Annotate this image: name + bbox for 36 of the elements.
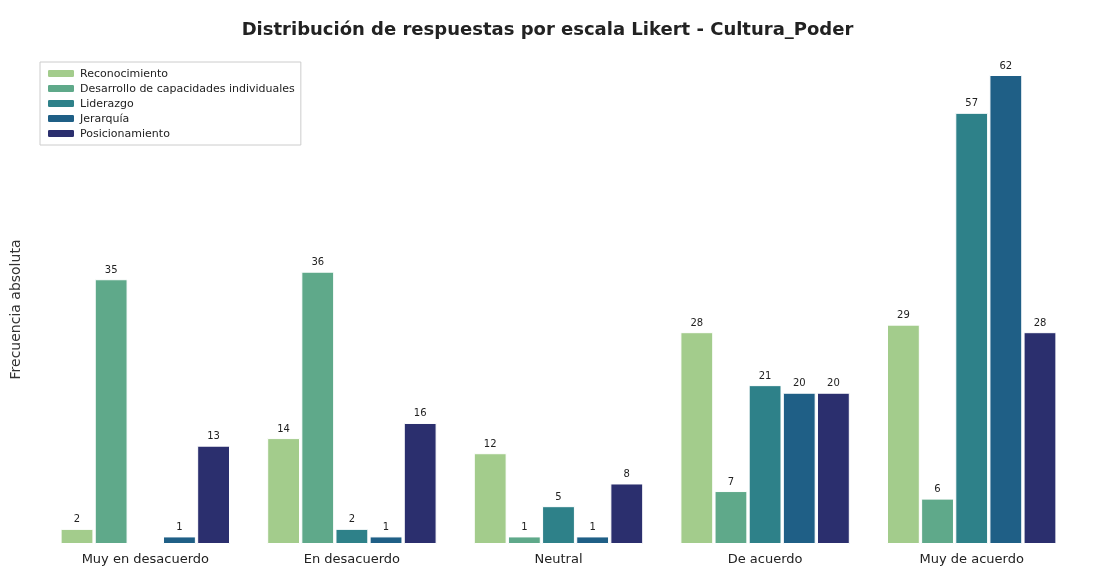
legend-label: Desarrollo de capacidades individuales	[80, 82, 296, 95]
data-label: 8	[623, 467, 630, 479]
data-label: 35	[104, 263, 118, 275]
x-tick-label: Muy en desacuerdo	[81, 551, 210, 566]
data-label: 20	[827, 377, 840, 389]
data-label: 12	[483, 437, 497, 449]
y-axis-title: Frecuencia absoluta	[7, 239, 23, 380]
legend-label: Reconocimiento	[80, 67, 169, 80]
data-label: 57	[965, 97, 979, 109]
data-label: 21	[758, 369, 772, 381]
data-label: 28	[1033, 316, 1047, 328]
data-label: 14	[277, 422, 290, 434]
x-tick-label: Neutral	[534, 551, 583, 566]
data-label: 7	[727, 475, 735, 487]
data-label: 1	[521, 520, 528, 532]
data-label: 36	[311, 256, 325, 268]
legend-label: Posicionamiento	[80, 127, 171, 140]
data-label: 16	[413, 407, 427, 419]
x-tick-label: De acuerdo	[727, 551, 803, 566]
chart-title: Distribución de respuestas por escala Likert - Cultura_Poder	[241, 17, 854, 39]
x-tick-label: Muy de acuerdo	[919, 551, 1024, 566]
data-label: 62	[999, 59, 1013, 71]
data-label: 1	[176, 520, 183, 532]
legend-label: Jerarquía	[79, 112, 130, 125]
data-label: 5	[555, 490, 562, 502]
data-label: 29	[897, 309, 910, 321]
legend-label: Liderazgo	[80, 97, 134, 110]
data-label: 2	[348, 513, 356, 525]
data-label: 28	[690, 316, 704, 328]
data-label: 6	[934, 483, 941, 495]
data-label: 1	[589, 520, 596, 532]
data-label: 2	[73, 513, 81, 525]
data-label: 20	[792, 377, 806, 389]
x-tick-label: En desacuerdo	[303, 551, 401, 566]
data-label: 13	[207, 430, 220, 442]
data-label: 1	[382, 520, 390, 532]
